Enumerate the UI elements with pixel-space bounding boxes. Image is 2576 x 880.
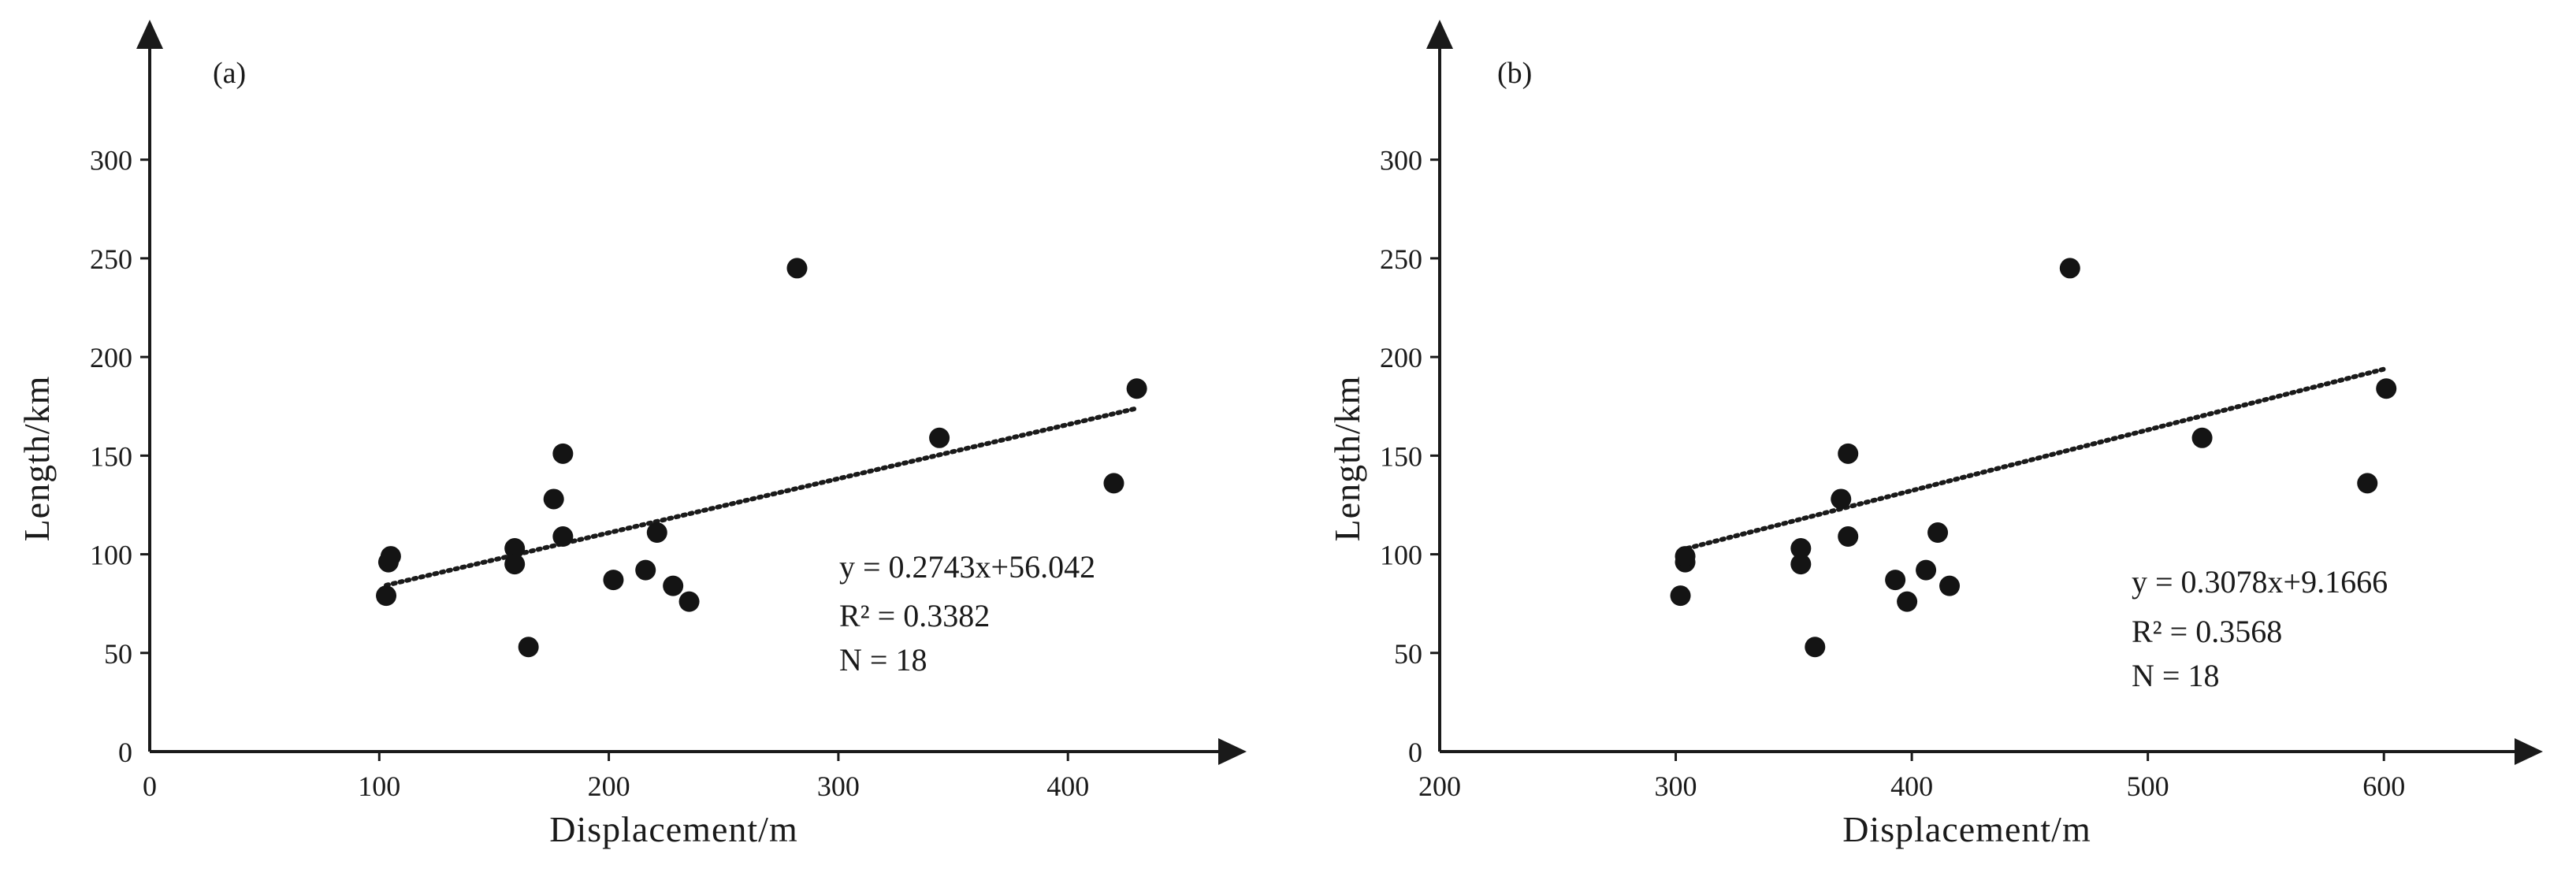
data-point [552,526,574,548]
data-point [635,559,656,581]
y-tick-label: 0 [118,737,132,768]
data-point [518,637,539,658]
data-point [603,570,624,591]
data-point [663,575,684,596]
x-tick-label: 400 [1890,770,1933,802]
x-axis-title: Displacement/m [549,809,797,849]
panel-b: 200 300 400 500 600 0 50 100 150 200 250 300 Displac… [1327,20,2543,849]
y-tick-label: 150 [1380,440,1422,472]
y-tick-label: 100 [1380,540,1422,571]
data-point [376,585,397,607]
x-tick-label: 500 [2127,770,2169,802]
panel-label: (a) [213,57,246,90]
y-tick-label: 50 [1394,638,1422,670]
data-point [929,427,950,448]
data-point [646,522,667,544]
regression-annotation: y = 0.2743x+56.042 [839,549,1095,585]
y-tick-label: 50 [104,638,132,670]
data-point [1670,585,1691,607]
y-tick-label: 200 [1380,342,1422,373]
x-tick-label: 200 [588,770,630,802]
x-tick-label: 300 [1655,770,1697,802]
regression-annotation: R² = 0.3568 [2132,614,2282,649]
data-point [2376,378,2397,399]
regression-annotation: N = 18 [839,642,927,678]
panel-label: (b) [1497,57,1532,90]
x-tick-label: 400 [1046,770,1089,802]
y-tick-label: 100 [90,540,132,571]
data-point [1939,575,1961,596]
data-point [2191,427,2213,448]
trendline [1678,366,2389,553]
y-tick-label: 200 [90,342,132,373]
data-point [1831,488,1852,510]
x-axis-arrow-icon [1218,738,1247,765]
data-point [1790,538,1812,559]
data-point [2059,258,2080,279]
data-point [380,546,401,567]
x-tick-label: 0 [143,770,157,802]
data-point [786,258,808,279]
y-tick-label: 250 [1380,243,1422,275]
y-axis-title: Length/km [1327,376,1367,542]
y-tick-label: 300 [1380,145,1422,176]
y-axis-arrow-icon [136,20,163,49]
regression-annotation: R² = 0.3382 [839,598,990,633]
data-point [1838,526,1859,548]
x-tick-label: 200 [1418,770,1461,802]
data-point [1790,554,1812,575]
data-point [504,554,526,575]
y-tick-label: 300 [90,145,132,176]
y-axis-arrow-icon [1426,20,1453,49]
panel-a: 0 100 200 300 400 0 50 100 150 200 250 300 Displacem… [17,20,1247,849]
x-tick-label: 300 [817,770,860,802]
data-point [552,443,574,464]
data-point [543,488,564,510]
data-point [504,538,526,559]
y-tick-label: 250 [90,243,132,275]
x-axis-arrow-icon [2515,738,2543,765]
data-point [1103,473,1124,494]
regression-annotation: y = 0.3078x+9.1666 [2132,564,2388,600]
data-point [1805,637,1826,658]
data-point [1675,546,1696,567]
x-tick-label: 600 [2362,770,2405,802]
x-axis-title: Displacement/m [1842,809,2091,849]
y-tick-label: 0 [1408,737,1422,768]
data-point [1927,522,1949,544]
y-axis-title: Length/km [17,376,57,542]
data-point [1916,559,1937,581]
regression-annotation: N = 18 [2132,658,2219,693]
y-tick-label: 150 [90,440,132,472]
data-point [1838,443,1859,464]
data-point [1885,570,1906,591]
data-point [678,591,700,612]
data-point [2357,473,2378,494]
data-point [1897,591,1918,612]
data-point [1126,378,1147,399]
x-tick-label: 100 [358,770,400,802]
